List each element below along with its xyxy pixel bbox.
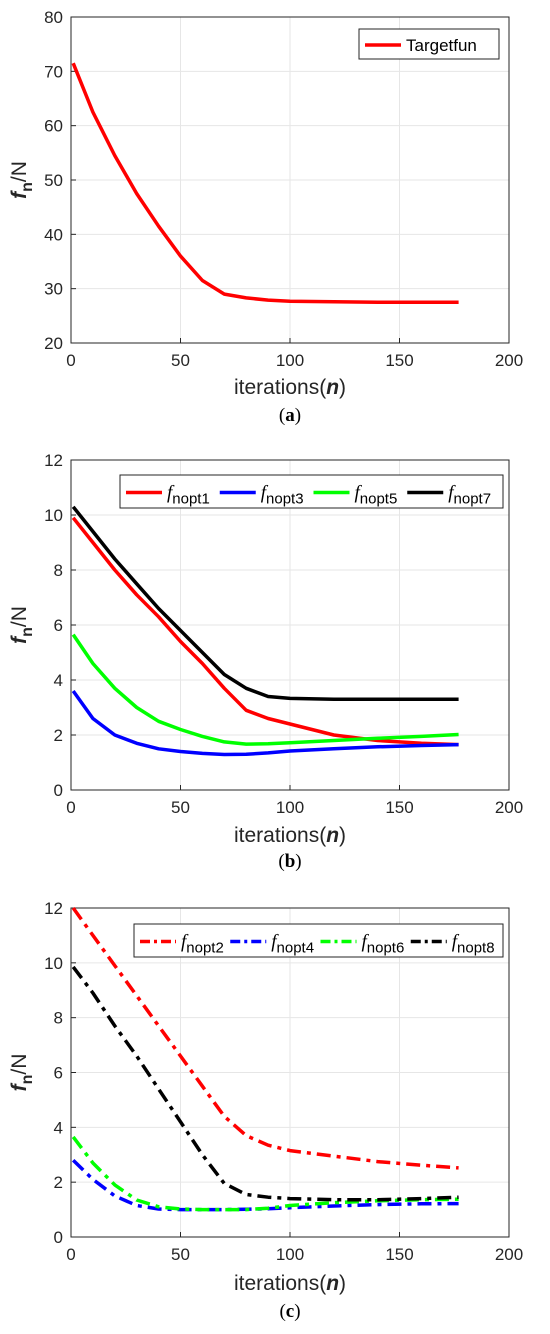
y-tick-label: 4: [54, 671, 63, 690]
x-tick-label: 150: [385, 351, 413, 370]
series-line-nopt4: [71, 1158, 459, 1212]
y-tick-label: 6: [54, 616, 63, 635]
x-tick-label: 100: [276, 351, 304, 370]
legend-label: Targetfun: [406, 36, 477, 55]
x-tick-label: 200: [495, 1245, 523, 1264]
legend-label: fnopt6: [362, 932, 405, 957]
series-line-nopt3: [71, 689, 459, 757]
x-tick-label: 0: [66, 351, 75, 370]
panel-caption: (c): [279, 1301, 300, 1322]
panel-caption: (a): [279, 405, 301, 426]
legend: Targetfun: [358, 28, 500, 60]
y-tick-label: 60: [44, 117, 63, 136]
y-tick-label: 8: [54, 561, 63, 580]
x-tick-label: 50: [171, 798, 190, 817]
x-tick-label: 50: [171, 351, 190, 370]
y-tick-label: 4: [54, 1118, 63, 1137]
legend-label: fnopt3: [261, 483, 304, 508]
y-tick-label: 12: [44, 451, 63, 470]
legend-box: [133, 923, 504, 958]
legend: fnopt1 fnopt3 fnopt5 fnopt7: [119, 474, 504, 509]
legend-label: fnopt4: [271, 932, 314, 957]
legend-label: fnopt1: [167, 483, 210, 508]
legend-label: fnopt5: [355, 483, 398, 508]
series-line-Targetfun: [71, 62, 459, 305]
x-axis-label: iterations(n): [234, 376, 346, 399]
x-tick-label: 0: [66, 798, 75, 817]
series-line-nopt7: [71, 505, 459, 702]
y-tick-label: 2: [54, 1173, 63, 1192]
y-tick-label: 0: [54, 1228, 63, 1247]
y-tick-label: 20: [44, 334, 63, 353]
series-line-nopt6: [71, 1135, 459, 1212]
x-tick-label: 150: [385, 1245, 413, 1264]
y-axis-label: fn/N: [8, 161, 36, 199]
x-axis-label: iterations(n): [234, 1272, 346, 1295]
x-tick-label: 200: [495, 351, 523, 370]
legend: fnopt2 fnopt4 fnopt6 fnopt8: [133, 923, 504, 958]
y-tick-label: 40: [44, 225, 63, 244]
x-tick-label: 50: [171, 1245, 190, 1264]
y-axis-label: fn/N: [8, 606, 36, 644]
legend-label: fnopt7: [448, 483, 491, 508]
y-tick-label: 0: [54, 781, 63, 800]
panel-a: 0 50 100 150 200 20 30 40 50 60 70 80 Targetfun itera…: [8, 8, 523, 426]
x-tick-label: 200: [495, 798, 523, 817]
x-tick-label: 0: [66, 1245, 75, 1264]
y-axis-label: fn/N: [8, 1054, 36, 1092]
y-tick-label: 6: [54, 1064, 63, 1083]
y-tick-label: 10: [44, 506, 63, 525]
series-line-nopt5: [71, 633, 459, 746]
y-tick-label: 2: [54, 726, 63, 745]
y-tick-label: 70: [44, 62, 63, 81]
y-tick-label: 8: [54, 1009, 63, 1028]
x-tick-label: 100: [276, 798, 304, 817]
x-tick-label: 150: [385, 798, 413, 817]
x-tick-label: 100: [276, 1245, 304, 1264]
y-tick-label: 80: [44, 8, 63, 27]
panel-caption: (b): [278, 851, 301, 872]
series-line-nopt8: [71, 965, 459, 1202]
y-tick-label: 50: [44, 171, 63, 190]
x-axis-label: iterations(n): [234, 824, 346, 847]
series-line-nopt2: [71, 906, 459, 1170]
series-line-nopt1: [71, 516, 459, 747]
y-tick-label: 10: [44, 954, 63, 973]
y-tick-label: 12: [44, 899, 63, 918]
legend-label: fnopt2: [181, 932, 224, 957]
legend-label: fnopt8: [452, 932, 495, 957]
y-tick-label: 30: [44, 280, 63, 299]
